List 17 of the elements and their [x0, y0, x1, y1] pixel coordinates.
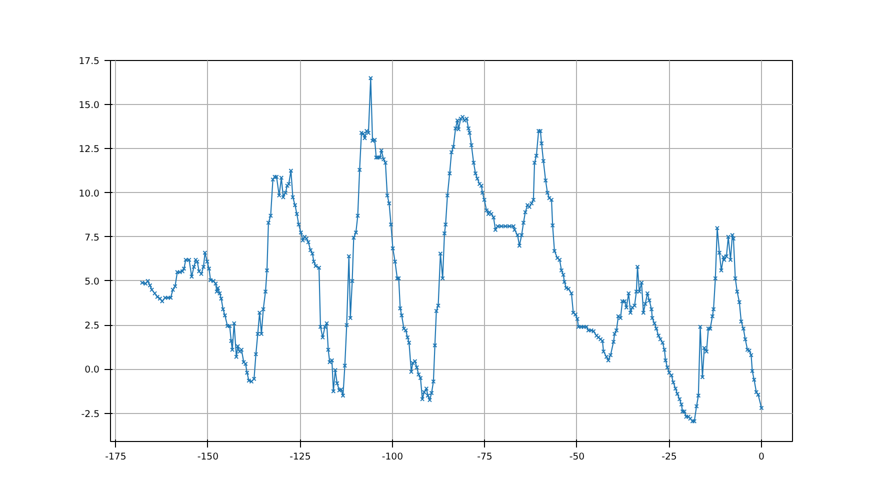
y-tick-label: -2.5: [81, 408, 100, 420]
x-tick-label: 0: [758, 452, 765, 462]
x-tick-label: -175: [105, 452, 126, 462]
y-tick-label: 2.5: [84, 320, 100, 332]
y-tick-label: 0.0: [84, 364, 100, 376]
y-tick-label: 12.5: [78, 144, 100, 156]
y-tick-label: 5.0: [84, 276, 100, 288]
y-tick-label: 15.0: [78, 100, 100, 112]
x-tick-label: -75: [477, 452, 492, 462]
y-tick-label: 10.0: [78, 188, 100, 200]
y-tick-label: 17.5: [78, 56, 100, 67]
x-tick-label: -125: [290, 452, 311, 462]
y-tick-label: 7.5: [84, 232, 100, 244]
x-tick-label: -25: [662, 452, 677, 462]
x-tick-label: -150: [197, 452, 219, 462]
x-tick-label: -50: [569, 452, 585, 462]
x-tick-label: -100: [382, 452, 404, 462]
